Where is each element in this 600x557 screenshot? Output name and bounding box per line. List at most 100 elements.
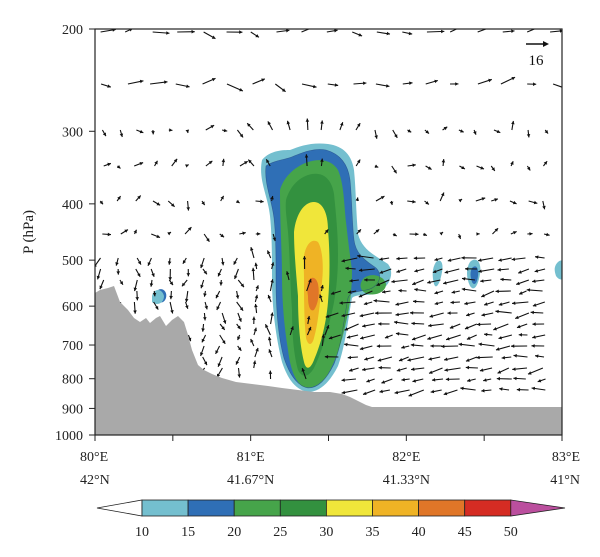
wind-vector-head: [399, 358, 403, 362]
wind-vector-head: [428, 323, 432, 328]
wind-vector-head: [444, 357, 448, 361]
wind-vector-head: [208, 160, 213, 165]
wind-vector-head: [511, 121, 515, 125]
wind-vector-head: [173, 158, 178, 163]
reference-vector: 16: [526, 41, 549, 69]
wind-vector-head: [412, 337, 416, 341]
wind-vector-head: [96, 275, 101, 280]
wind-vector-head: [447, 258, 452, 262]
cell-15d: [554, 260, 562, 280]
wind-vector-head: [168, 277, 172, 281]
wind-vector-head: [439, 232, 443, 236]
wind-vector-head: [544, 130, 548, 134]
wind-vector-head: [201, 328, 205, 332]
wind-vector: [301, 29, 311, 33]
wind-vector-head: [359, 313, 364, 318]
y-tick-label: 400: [62, 198, 83, 213]
wind-vector-head: [396, 368, 401, 372]
wind-vector-head: [412, 163, 416, 167]
wind-vector-head: [260, 199, 264, 204]
wind-vector-head: [374, 135, 378, 139]
wind-vector-head: [458, 199, 462, 203]
colorbar-label: 30: [319, 525, 333, 540]
wind-vector-head: [473, 131, 477, 135]
wind-vector-head: [135, 297, 139, 301]
colorbar-swatch: [141, 499, 189, 517]
wind-vector-head: [203, 361, 207, 366]
wind-vector-head: [341, 259, 345, 263]
wind-vector-head: [461, 287, 466, 292]
colorbar-label: 45: [458, 525, 472, 540]
x-axis: 80°E 42°N 81°E 41.67°N 82°E 41.33°N 83°E 41°N: [80, 435, 580, 488]
wind-vector-head: [184, 298, 189, 303]
wind-vector-head: [204, 305, 208, 310]
wind-vector-head: [346, 335, 351, 339]
x-tick-label-lon: 83°E: [552, 450, 580, 465]
colorbar-label: 25: [273, 525, 287, 540]
wind-vector-head: [240, 283, 244, 288]
wind-vector: [95, 257, 101, 267]
wind-vector-head: [529, 232, 533, 236]
wind-vector-head: [320, 285, 324, 289]
wind-vector-head: [532, 279, 536, 283]
wind-vector-head: [511, 77, 516, 81]
wind-vector-head: [413, 256, 418, 260]
wind-vector-head: [395, 302, 399, 306]
wind-vector-head: [169, 128, 173, 132]
wind-vector-head: [129, 29, 133, 32]
colorbar-swatch: [325, 499, 373, 517]
wind-vector-head: [362, 324, 366, 328]
wind-vector-head: [116, 165, 121, 169]
wind-vector-head: [429, 370, 433, 374]
wind-vector-head: [107, 232, 111, 237]
wind-vector-head: [301, 368, 305, 372]
wind-vector-head: [211, 35, 216, 39]
wind-vector-head: [542, 205, 546, 210]
wind-vector-head: [563, 86, 567, 89]
wind-vector-head: [465, 365, 470, 370]
wind-vector-head: [362, 367, 366, 372]
wind-vector-head: [305, 118, 310, 122]
wind-vector-head: [455, 82, 459, 86]
wind-vector-head: [239, 30, 243, 34]
wind-vector-head: [235, 199, 240, 203]
wind-vector-head: [380, 196, 385, 200]
wind-vector-head: [201, 338, 205, 343]
wind-vector-head: [477, 322, 481, 327]
wind-vector-head: [457, 235, 462, 239]
wind-vector-head: [394, 134, 398, 138]
wind-vector-head: [512, 367, 516, 371]
wind-vector-head: [413, 299, 417, 304]
wind-vector-head: [434, 301, 439, 306]
wind-vector-head: [237, 325, 241, 330]
wind-vector-head: [265, 324, 269, 328]
wind-vector-head: [375, 229, 380, 233]
colorbar-label: 20: [227, 525, 241, 540]
wind-vector-head: [308, 279, 312, 283]
wind-vector-head: [359, 346, 364, 351]
wind-vector-head: [443, 391, 448, 396]
wind-vector-head: [112, 29, 116, 32]
wind-vector-head: [408, 31, 413, 36]
wind-vector-head: [319, 294, 323, 299]
wind-vector-head: [478, 269, 482, 273]
wind-vector-head: [412, 281, 416, 286]
wind-vector-head: [461, 165, 465, 169]
wind-vector-head: [185, 305, 189, 309]
wind-vector-head: [235, 361, 240, 365]
wind-vector-head: [302, 256, 307, 260]
wind-vector-head: [379, 257, 383, 261]
wind-vector-head: [166, 31, 170, 35]
x-tick-label-lon: 82°E: [392, 450, 420, 465]
wind-vector-head: [215, 294, 219, 299]
wind-vector-head: [518, 333, 522, 337]
wind-vector-head: [401, 345, 405, 349]
wind-vector-head: [139, 129, 144, 134]
colorbar-label: 15: [181, 525, 195, 540]
wind-vector-head: [290, 326, 294, 330]
wind-vector-head: [239, 307, 244, 311]
x-tick-label-lat: 41°N: [550, 473, 580, 488]
wind-vector-head: [251, 267, 256, 272]
wind-vector-head: [533, 82, 537, 86]
